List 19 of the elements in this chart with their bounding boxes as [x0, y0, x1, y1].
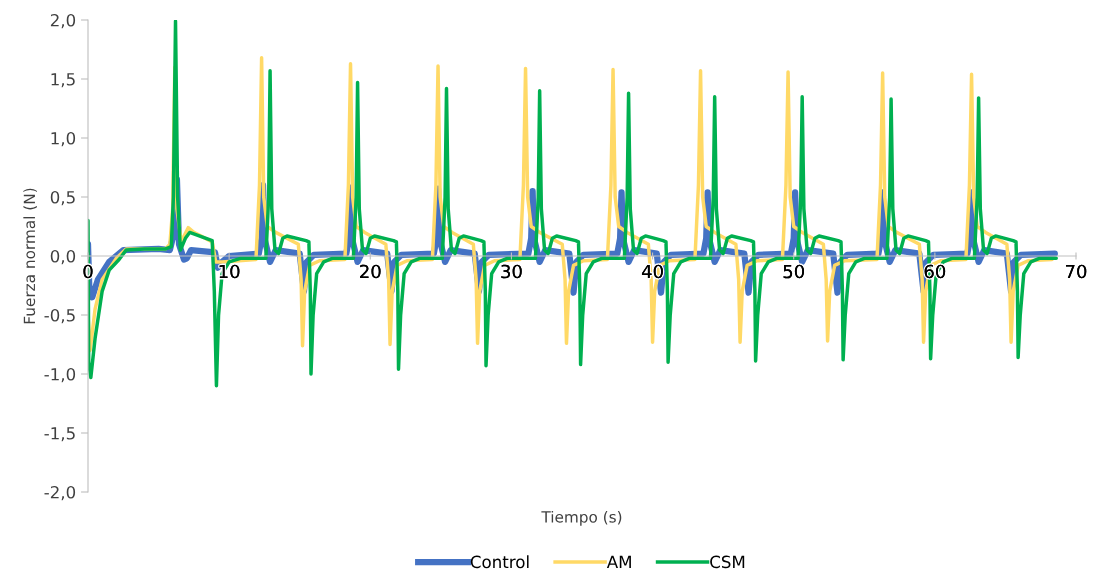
y-tick-label: -2,0	[44, 485, 76, 501]
legend-label: Control	[470, 555, 529, 569]
x-tick-label: 30	[501, 264, 522, 279]
y-tick-label: -1,0	[44, 367, 76, 383]
y-tick-label: 1,5	[51, 73, 75, 88]
x-tick-label: 60	[924, 264, 946, 279]
x-tick-label: 70	[1065, 264, 1087, 279]
legend-label: CSM	[710, 555, 745, 569]
y-tick-label: -1,5	[44, 427, 75, 442]
y-tick-label: 0,5	[50, 190, 75, 206]
x-tick-label: 50	[783, 264, 804, 279]
x-axis-title: Tiempo (s)	[541, 510, 622, 526]
legend-label: AM	[606, 555, 631, 568]
y-tick-label: 2,0	[50, 13, 76, 29]
y-tick-label: -0,5	[44, 308, 75, 324]
x-tick-label: 20	[360, 264, 381, 279]
y-axis-title: Fuerza normal (N)	[23, 188, 37, 324]
y-tick-label: 1,0	[51, 131, 76, 147]
y-tick-label: 0,0	[50, 249, 76, 265]
